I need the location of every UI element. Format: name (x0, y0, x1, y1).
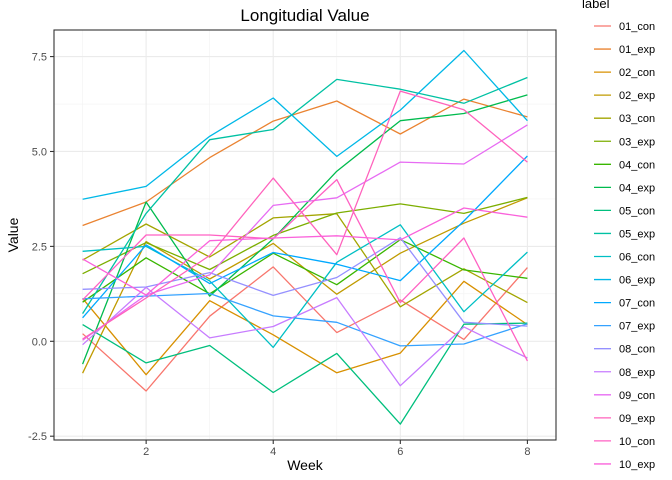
legend-label-04_con: 04_con (619, 159, 655, 171)
plot-panel-border (53, 29, 557, 441)
legend-label-03_con: 03_con (619, 113, 655, 125)
chart-title: Longitudial Value (240, 6, 369, 25)
legend-label-09_con: 09_con (619, 390, 655, 402)
y-tick-label: 0.0 (32, 336, 47, 348)
minor-gridlines (54, 30, 556, 440)
y-tick-label: 7.5 (32, 52, 47, 64)
legend-label-08_exp: 08_exp (619, 367, 655, 379)
series-line-08_exp (82, 286, 528, 387)
legend-label-06_con: 06_con (619, 252, 655, 264)
series-lines (81, 49, 528, 425)
legend-label-02_con: 02_con (619, 67, 655, 79)
series-line-09_exp (82, 90, 528, 340)
axis-tick-labels: 2 4 6 8 -2.5 0.0 2.5 5.0 7.5 (28, 52, 530, 458)
legend-label-06_exp: 06_exp (619, 275, 655, 287)
series-line-04_con (82, 238, 528, 303)
y-axis-title: Value (5, 217, 21, 252)
x-tick-label: 2 (143, 446, 149, 458)
legend-label-09_exp: 09_exp (619, 413, 655, 425)
series-line-06_con (82, 224, 528, 349)
series-line-01_con (82, 266, 528, 392)
legend: label 01_con 01_exp 02_con 02_exp 03_con 03_e… (582, 0, 655, 471)
series-line-02_con (82, 280, 528, 376)
legend-label-05_con: 05_con (619, 205, 655, 217)
legend-label-01_con: 01_con (619, 21, 655, 33)
legend-label-02_exp: 02_exp (619, 90, 655, 102)
y-tick-label: 2.5 (32, 241, 47, 253)
series-line-07_con (82, 155, 528, 319)
series-line-05_exp (82, 76, 528, 314)
x-tick-label: 4 (270, 446, 276, 458)
legend-label-05_exp: 05_exp (619, 228, 655, 240)
series-line-10_con (82, 178, 528, 362)
series-line-05_con (82, 322, 528, 425)
legend-label-04_exp: 04_exp (619, 182, 655, 194)
x-axis-title: Week (287, 457, 324, 473)
series-line-01_exp (82, 98, 528, 227)
y-tick-label: 5.0 (32, 146, 47, 158)
x-tick-label: 6 (397, 446, 403, 458)
legend-label-07_exp: 07_exp (619, 321, 655, 333)
legend-label-10_con: 10_con (619, 436, 655, 448)
series-line-10_exp (82, 207, 528, 296)
axis-ticks (50, 56, 528, 444)
series-line-04_exp (81, 94, 528, 365)
legend-label-10_exp: 10_exp (619, 459, 655, 471)
series-line-06_exp (82, 49, 528, 200)
legend-label-01_exp: 01_exp (619, 44, 655, 56)
x-tick-label: 8 (524, 446, 530, 458)
y-tick-label: -2.5 (28, 431, 47, 443)
legend-label-07_con: 07_con (619, 298, 655, 310)
legend-label-08_con: 08_con (619, 344, 655, 356)
legend-title: label (582, 0, 610, 11)
series-line-08_con (82, 237, 528, 327)
plot-panel (54, 30, 556, 440)
legend-label-03_exp: 03_exp (619, 136, 655, 148)
series-line-03_exp (82, 196, 528, 275)
